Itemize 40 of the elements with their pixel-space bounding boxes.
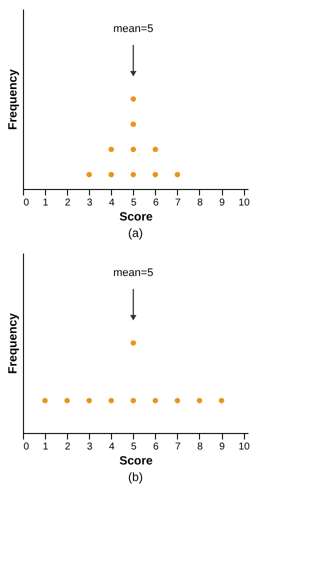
x-tick-label: 8 — [197, 442, 204, 452]
y-axis-title: Frequency — [6, 68, 20, 130]
x-tick-label: 5 — [131, 442, 138, 452]
x-tick-label: 6 — [153, 442, 160, 452]
x-tick-label: 2 — [64, 198, 71, 208]
x-axis-title: Score — [119, 454, 153, 468]
point — [152, 146, 158, 152]
point — [152, 172, 158, 178]
text: (a) — [128, 226, 143, 240]
x-tick-label: 9 — [219, 442, 226, 452]
x-tick-label: 1 — [42, 442, 49, 452]
x-tick-label: 9 — [219, 198, 226, 208]
ref-line-label: mean=5 — [113, 23, 154, 36]
x-tick-label: 3 — [86, 442, 93, 452]
x-tick-label: 8 — [197, 198, 204, 208]
ref-line-label: mean=5 — [113, 267, 154, 280]
x-tick-label: 0 — [24, 442, 30, 452]
x-axis-title: Score — [119, 210, 153, 224]
point — [108, 172, 114, 178]
point — [130, 121, 136, 127]
point — [108, 146, 114, 152]
x-tick-label: 5 — [131, 198, 138, 208]
point — [174, 172, 180, 178]
point — [130, 146, 136, 152]
point — [86, 172, 92, 178]
x-tick-label: 10 — [238, 442, 250, 452]
x-tick-label: 3 — [86, 198, 93, 208]
x-tick-label: 4 — [108, 198, 115, 208]
x-tick-label: 0 — [24, 198, 30, 208]
x-tick-label: 1 — [42, 198, 49, 208]
text: (b) — [128, 470, 143, 484]
x-tick-label: 4 — [108, 442, 115, 452]
y-axis-title: Frequency — [6, 312, 20, 374]
x-tick-label: 2 — [64, 442, 71, 452]
x-tick-label: 10 — [238, 198, 250, 208]
x-tick-label: 6 — [153, 198, 160, 208]
point — [130, 96, 136, 102]
point — [130, 172, 136, 178]
x-tick-label: 7 — [175, 442, 182, 452]
x-tick-label: 7 — [175, 198, 182, 208]
